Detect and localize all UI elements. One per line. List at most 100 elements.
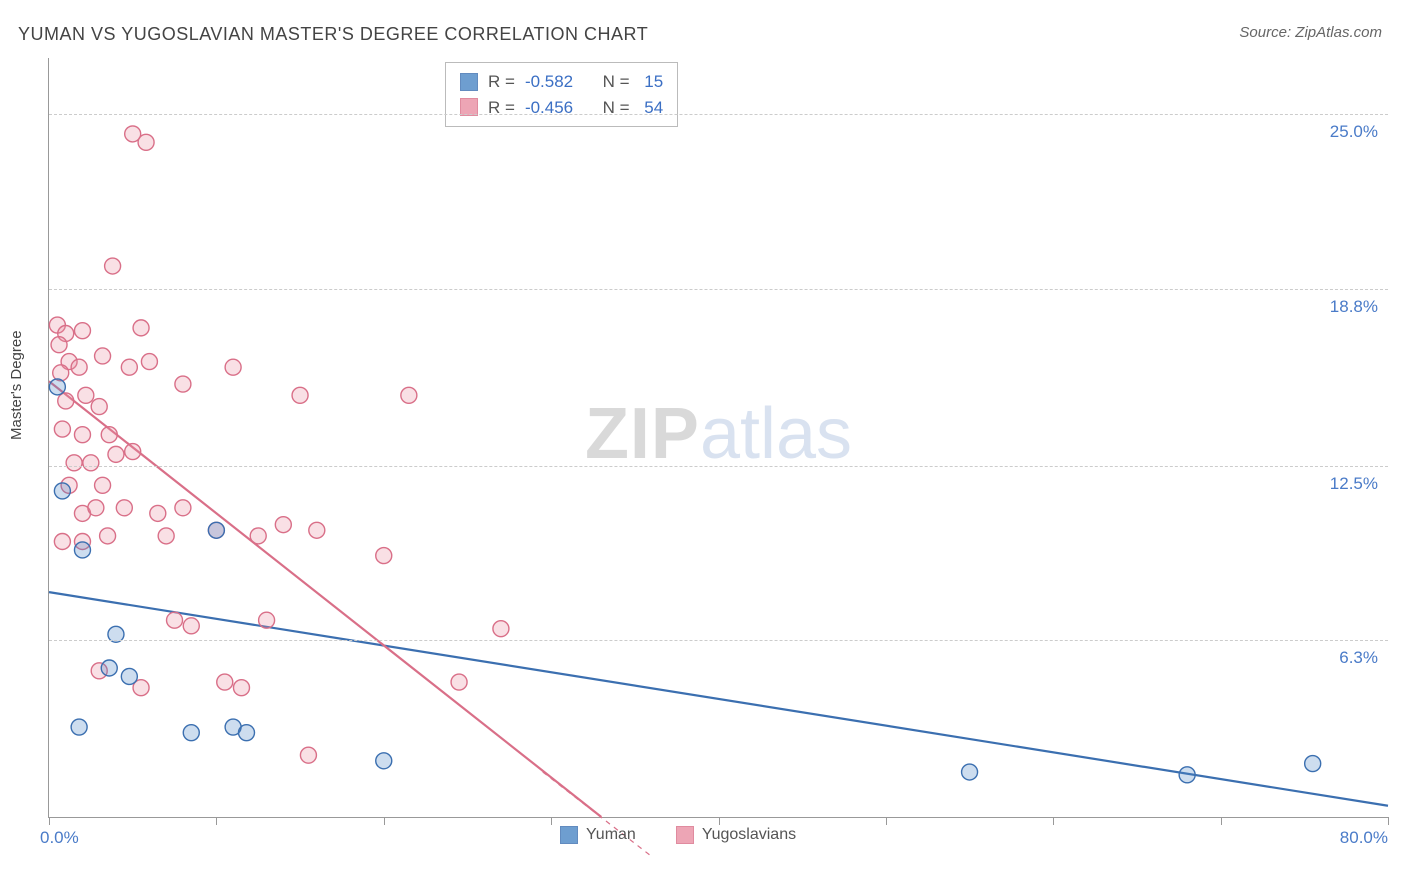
legend-bottom: Yuman Yugoslavians — [560, 826, 796, 844]
chart-plot-area: ZIPatlas R = -0.582 N = 15 R = -0.456 N … — [48, 58, 1388, 818]
scatter-point-yugoslavians — [58, 393, 74, 409]
scatter-point-yugoslavians — [401, 387, 417, 403]
scatter-point-yuman — [183, 725, 199, 741]
legend-swatch-yugo — [676, 826, 694, 844]
source-link[interactable]: ZipAtlas.com — [1295, 24, 1382, 41]
scatter-point-yugoslavians — [66, 455, 82, 471]
y-tick-label: 18.8% — [1330, 297, 1378, 317]
scatter-point-yuman — [54, 483, 70, 499]
scatter-point-yugoslavians — [53, 365, 69, 381]
y-axis-label: Master's Degree — [8, 330, 25, 440]
scatter-point-yugoslavians — [309, 522, 325, 538]
legend-label-yuman: Yuman — [586, 826, 636, 844]
scatter-point-yugoslavians — [175, 500, 191, 516]
gridline-h — [49, 114, 1388, 115]
x-tick — [384, 817, 385, 825]
scatter-point-yugoslavians — [74, 427, 90, 443]
stats-n-value-yuman: 15 — [640, 69, 664, 95]
legend-item-yuman: Yuman — [560, 826, 636, 844]
legend-label-yugo: Yugoslavians — [702, 826, 796, 844]
source-credit: Source: ZipAtlas.com — [1239, 24, 1382, 41]
scatter-point-yugoslavians — [275, 517, 291, 533]
x-tick — [216, 817, 217, 825]
scatter-point-yugoslavians — [78, 387, 94, 403]
scatter-point-yugoslavians — [158, 528, 174, 544]
x-tick — [1221, 817, 1222, 825]
swatch-yuman — [460, 73, 478, 91]
stats-legend-box: R = -0.582 N = 15 R = -0.456 N = 54 — [445, 62, 678, 127]
x-tick — [1388, 817, 1389, 825]
scatter-point-yugoslavians — [101, 427, 117, 443]
gridline-h — [49, 640, 1388, 641]
scatter-point-yuman — [74, 542, 90, 558]
x-tick — [551, 817, 552, 825]
scatter-point-yugoslavians — [150, 505, 166, 521]
scatter-point-yugoslavians — [141, 354, 157, 370]
x-tick — [886, 817, 887, 825]
scatter-point-yugoslavians — [83, 455, 99, 471]
scatter-point-yuman — [239, 725, 255, 741]
stats-n-label: N = — [603, 69, 630, 95]
stats-n-label2: N = — [603, 95, 630, 121]
scatter-point-yugoslavians — [54, 421, 70, 437]
stats-row-yuman: R = -0.582 N = 15 — [460, 69, 663, 95]
scatter-point-yugoslavians — [71, 359, 87, 375]
scatter-point-yugoslavians — [54, 534, 70, 550]
scatter-point-yugoslavians — [95, 477, 111, 493]
scatter-point-yuman — [376, 753, 392, 769]
scatter-point-yugoslavians — [91, 399, 107, 415]
chart-svg — [49, 58, 1388, 817]
scatter-point-yugoslavians — [233, 680, 249, 696]
scatter-point-yugoslavians — [108, 446, 124, 462]
stats-n-value-yugo: 54 — [640, 95, 664, 121]
scatter-point-yugoslavians — [300, 747, 316, 763]
stats-r-value-yugo: -0.456 — [525, 95, 573, 121]
scatter-point-yugoslavians — [125, 444, 141, 460]
scatter-point-yugoslavians — [105, 258, 121, 274]
scatter-point-yuman — [121, 668, 137, 684]
gridline-h — [49, 466, 1388, 467]
legend-item-yugo: Yugoslavians — [676, 826, 796, 844]
scatter-point-yuman — [1305, 756, 1321, 772]
stats-row-yugo: R = -0.456 N = 54 — [460, 95, 663, 121]
y-tick-label: 6.3% — [1339, 648, 1378, 668]
scatter-point-yugoslavians — [133, 320, 149, 336]
x-tick — [49, 817, 50, 825]
y-tick-label: 25.0% — [1330, 122, 1378, 142]
scatter-point-yugoslavians — [175, 376, 191, 392]
scatter-point-yugoslavians — [121, 359, 137, 375]
scatter-point-yuman — [208, 522, 224, 538]
scatter-point-yugoslavians — [51, 337, 67, 353]
source-prefix: Source: — [1239, 24, 1295, 41]
scatter-point-yugoslavians — [167, 612, 183, 628]
scatter-point-yugoslavians — [217, 674, 233, 690]
x-axis-max-label: 80.0% — [1340, 828, 1388, 848]
stats-r-label2: R = — [488, 95, 515, 121]
scatter-point-yugoslavians — [259, 612, 275, 628]
scatter-point-yugoslavians — [74, 323, 90, 339]
stats-r-value-yuman: -0.582 — [525, 69, 573, 95]
scatter-point-yugoslavians — [292, 387, 308, 403]
y-tick-label: 12.5% — [1330, 474, 1378, 494]
scatter-point-yugoslavians — [100, 528, 116, 544]
x-axis-min-label: 0.0% — [40, 828, 79, 848]
scatter-point-yuman — [101, 660, 117, 676]
scatter-point-yugoslavians — [493, 621, 509, 637]
scatter-point-yuman — [49, 379, 65, 395]
scatter-point-yugoslavians — [225, 359, 241, 375]
scatter-point-yuman — [962, 764, 978, 780]
scatter-point-yugoslavians — [95, 348, 111, 364]
stats-r-label: R = — [488, 69, 515, 95]
gridline-h — [49, 289, 1388, 290]
x-tick — [719, 817, 720, 825]
x-tick — [1053, 817, 1054, 825]
chart-title: YUMAN VS YUGOSLAVIAN MASTER'S DEGREE COR… — [18, 24, 648, 45]
legend-swatch-yuman — [560, 826, 578, 844]
scatter-point-yugoslavians — [138, 134, 154, 150]
scatter-point-yugoslavians — [376, 548, 392, 564]
scatter-point-yugoslavians — [250, 528, 266, 544]
scatter-point-yuman — [1179, 767, 1195, 783]
scatter-point-yuman — [71, 719, 87, 735]
scatter-point-yugoslavians — [116, 500, 132, 516]
scatter-point-yugoslavians — [88, 500, 104, 516]
